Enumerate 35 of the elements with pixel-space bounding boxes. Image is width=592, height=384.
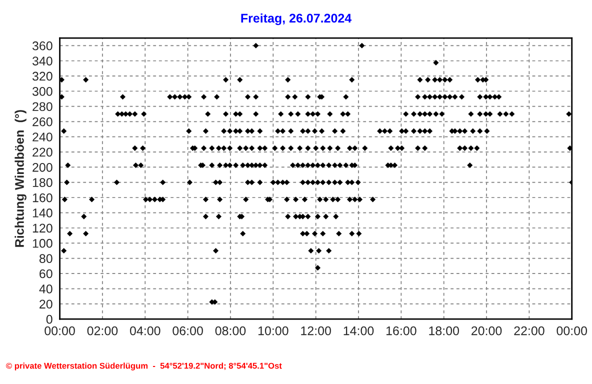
y-tick-label: 340 [32,56,52,66]
y-tick-label: 180 [32,178,52,188]
x-tick-label: 16:00 [386,326,416,336]
x-tick-label: 18:00 [429,326,460,336]
y-tick-label: 280 [32,102,52,112]
x-tick-label: 00:00 [44,326,75,336]
x-tick-label: 20:00 [472,326,502,336]
x-tick-label: 08:00 [215,326,246,336]
y-tick-label: 260 [32,117,52,126]
y-tick-label: 120 [32,224,52,233]
x-tick-label: 04:00 [130,326,160,336]
x-tick-label: 14:00 [344,326,374,336]
chart-title: Freitag, 26.07.2024 [241,13,352,26]
y-tick-label: 360 [32,41,52,50]
y-tick-label: 100 [32,238,52,248]
y-tick-label: 200 [32,162,52,172]
x-tick-label: 10:00 [258,326,288,336]
x-tick-label: 02:00 [87,326,118,336]
x-tick-label: 22:00 [514,326,544,336]
y-tick-label: 220 [32,148,52,157]
y-tick-label: 20 [40,300,52,309]
y-tick-label: 60 [40,269,52,278]
x-tick-label: 00:00 [556,326,588,336]
y-tick-label: 40 [39,284,52,294]
x-tick-label: 12:00 [301,326,331,336]
y-tick-label: 80 [39,254,52,263]
y-tick-label: 300 [32,86,52,96]
y-tick-label: 320 [32,72,52,81]
y-tick-label: 160 [32,193,52,202]
y-tick-label: 240 [32,132,52,142]
text: © private Wetterstation Süderlügum - 54°52'19.2"Nord; 8°54'45.1"Ost [6,362,282,370]
x-tick-label: 06:00 [172,326,203,336]
y-axis-title: Richtung Windböen (°) [14,110,26,247]
y-tick-label: 0 [46,314,52,324]
y-tick-label: 140 [32,208,52,218]
